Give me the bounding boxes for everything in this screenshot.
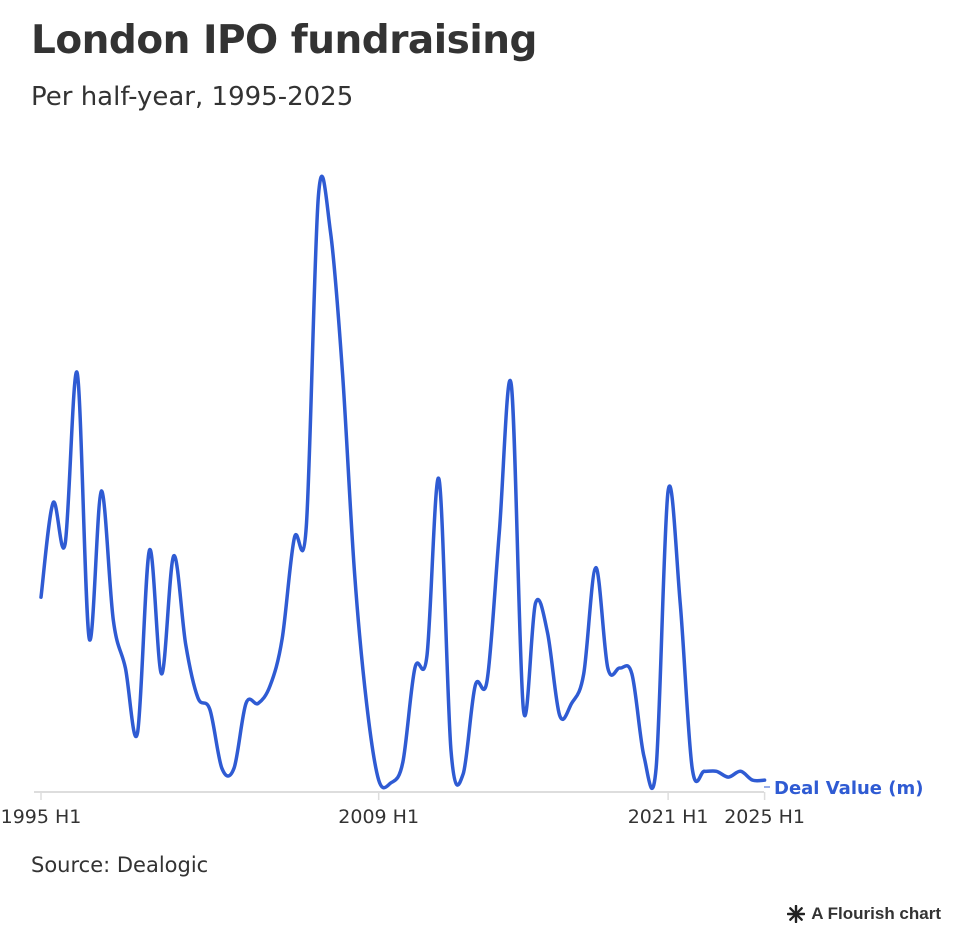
- line-chart: 1995 H1 2009 H1 2021 H1 2025 H1 Deal Value …: [1, 174, 924, 828]
- x-tick-label: 2021 H1: [628, 806, 709, 828]
- flourish-credit[interactable]: A Flourish chart: [787, 904, 941, 924]
- series-line: [39, 174, 767, 790]
- asterisk-icon: [787, 905, 806, 923]
- chart-subtitle: Per half-year, 1995-2025: [31, 82, 354, 112]
- x-tick-label: 1995 H1: [1, 806, 82, 828]
- credit-label: A Flourish chart: [811, 904, 941, 923]
- source-note: Source: Dealogic: [31, 853, 209, 877]
- x-tick-label: 2025 H1: [724, 806, 805, 828]
- chart-title: London IPO fundraising: [31, 18, 537, 63]
- series-label: Deal Value (m): [774, 778, 924, 799]
- x-tick-label: 2009 H1: [338, 806, 419, 828]
